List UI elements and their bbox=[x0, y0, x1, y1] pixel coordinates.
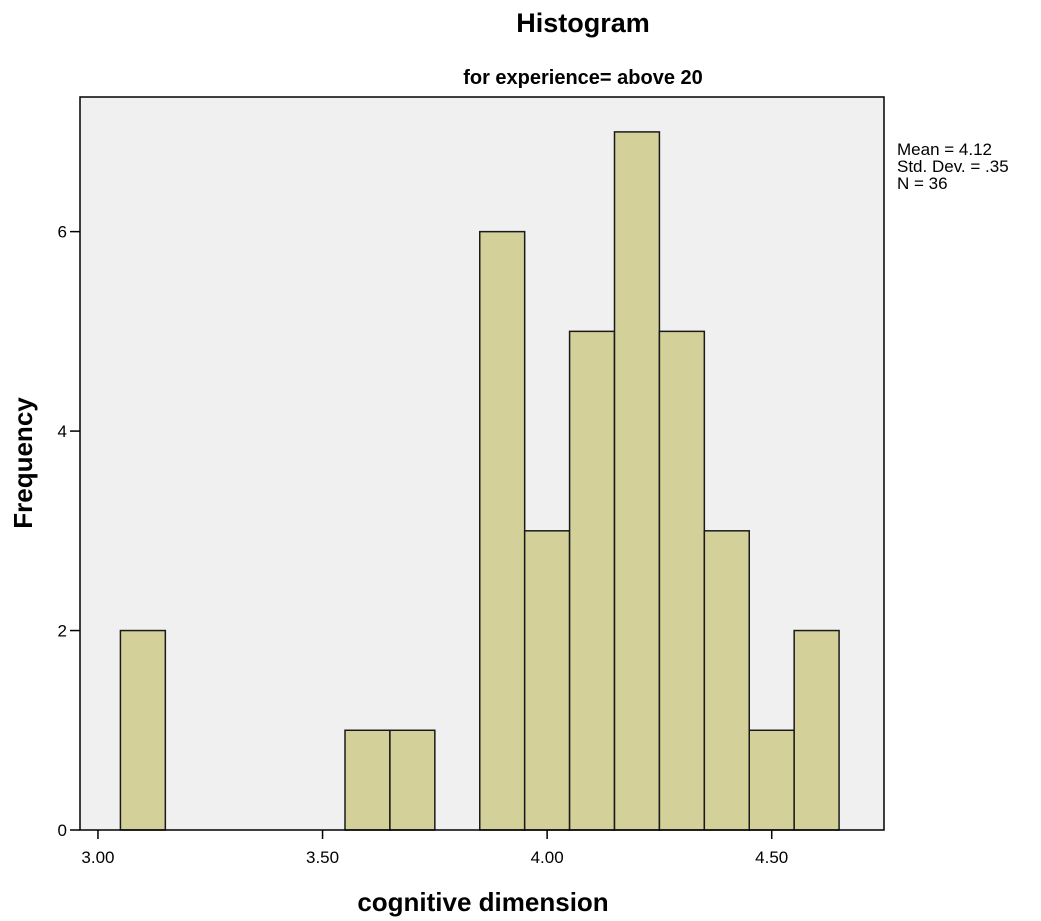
histogram-bar-3 bbox=[389, 729, 436, 831]
x-tick-label-2: 3.50 bbox=[306, 848, 339, 867]
histogram-bar-6 bbox=[568, 330, 616, 831]
y-axis-label: Frequency bbox=[8, 397, 38, 529]
x-tick-label-1: 3.00 bbox=[81, 848, 114, 867]
y-tick-label-2: 2 bbox=[58, 622, 67, 641]
x-axis-ticks: 3.00 3.50 4.00 4.50 bbox=[81, 830, 788, 867]
histogram-bar-5 bbox=[523, 530, 571, 831]
histogram-bar-7 bbox=[613, 131, 661, 831]
y-tick-label-1: 0 bbox=[58, 821, 67, 840]
histogram-bar-9 bbox=[703, 530, 751, 831]
x-tick-label-3: 4.00 bbox=[531, 848, 564, 867]
plot-frame bbox=[79, 96, 885, 831]
chart-subtitle: for experience= above 20 bbox=[463, 67, 703, 89]
histogram-bar-2 bbox=[344, 729, 391, 831]
histogram-bar-8 bbox=[658, 330, 706, 831]
x-axis-label: cognitive dimension bbox=[357, 887, 608, 917]
y-tick-label-4: 6 bbox=[58, 223, 67, 242]
y-axis-ticks: 0 2 4 6 bbox=[58, 223, 80, 840]
stats-line-2: Std. Dev. = .35 bbox=[897, 157, 1009, 176]
histogram-bar-4 bbox=[479, 230, 526, 831]
bars-group bbox=[119, 131, 840, 831]
histogram-bar-11 bbox=[793, 629, 840, 831]
y-tick-label-3: 4 bbox=[58, 422, 67, 441]
stats-line-1: Mean = 4.12 bbox=[897, 140, 992, 159]
x-tick-label-4: 4.50 bbox=[755, 848, 788, 867]
chart-title: Histogram bbox=[516, 8, 650, 38]
histogram-bar-1 bbox=[119, 629, 167, 831]
histogram-bar-10 bbox=[748, 729, 795, 831]
stats-line-3: N = 36 bbox=[897, 174, 948, 193]
